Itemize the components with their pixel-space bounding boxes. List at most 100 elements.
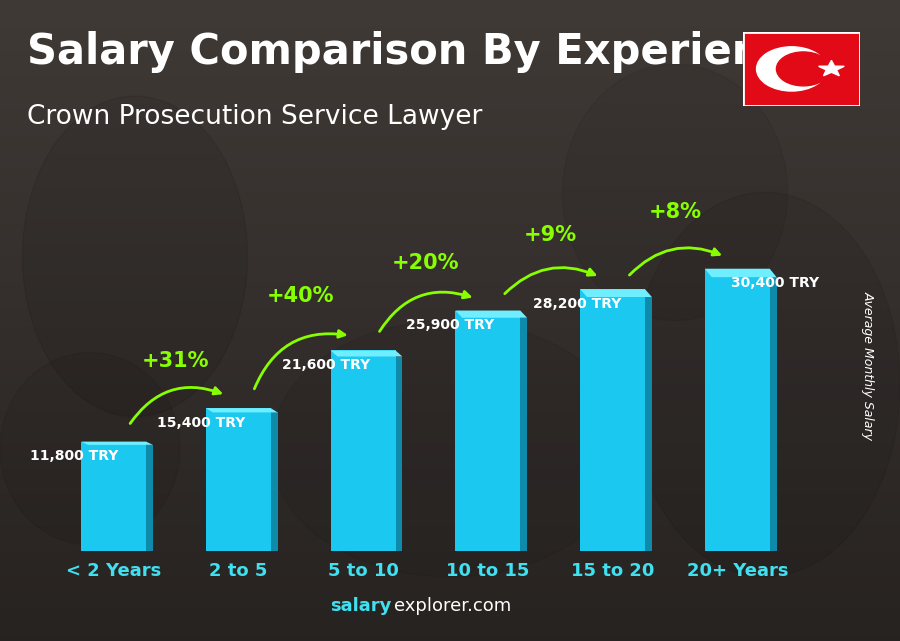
Polygon shape	[770, 277, 777, 551]
Bar	[0, 346, 900, 353]
Bar	[0, 103, 900, 109]
Bar	[81, 442, 146, 551]
Bar	[0, 83, 900, 90]
Circle shape	[757, 47, 827, 91]
Bar	[0, 244, 900, 250]
Bar	[0, 404, 900, 410]
Text: Average Monthly Salary: Average Monthly Salary	[862, 291, 875, 440]
Polygon shape	[455, 310, 527, 318]
Text: +8%: +8%	[648, 202, 701, 222]
Bar	[0, 397, 900, 404]
Bar	[0, 224, 900, 231]
Bar	[705, 269, 770, 551]
Bar	[0, 128, 900, 135]
Text: 11,800 TRY: 11,800 TRY	[30, 449, 118, 463]
Polygon shape	[146, 445, 153, 551]
Ellipse shape	[22, 96, 248, 417]
Bar	[0, 71, 900, 77]
Bar	[0, 442, 900, 449]
Bar	[0, 288, 900, 295]
Bar	[0, 455, 900, 462]
Bar	[0, 167, 900, 173]
Bar	[0, 115, 900, 122]
Text: 30,400 TRY: 30,400 TRY	[731, 276, 819, 290]
Bar	[0, 532, 900, 538]
Bar	[0, 77, 900, 83]
Bar	[0, 545, 900, 551]
Bar	[0, 564, 900, 570]
Bar	[0, 474, 900, 481]
Bar	[0, 218, 900, 224]
Bar	[0, 282, 900, 288]
Bar	[0, 64, 900, 71]
Bar	[330, 351, 395, 551]
Bar	[0, 0, 900, 6]
Text: +31%: +31%	[142, 351, 210, 370]
Bar	[0, 577, 900, 583]
Bar	[0, 19, 900, 26]
Bar	[0, 212, 900, 218]
Polygon shape	[705, 269, 777, 277]
Bar	[0, 263, 900, 269]
Polygon shape	[395, 356, 402, 551]
Bar	[0, 513, 900, 519]
Bar	[0, 506, 900, 513]
Ellipse shape	[562, 64, 788, 321]
Bar	[0, 417, 900, 423]
Bar	[0, 596, 900, 603]
Bar	[0, 558, 900, 564]
Ellipse shape	[270, 320, 630, 577]
Bar	[0, 179, 900, 186]
Bar	[0, 205, 900, 212]
Bar	[0, 526, 900, 532]
Bar	[0, 590, 900, 596]
Bar	[0, 58, 900, 64]
Bar	[0, 391, 900, 397]
Bar	[0, 308, 900, 314]
Bar	[0, 378, 900, 385]
FancyBboxPatch shape	[742, 32, 860, 106]
Bar	[0, 237, 900, 244]
Bar	[0, 199, 900, 205]
Bar	[0, 327, 900, 333]
Bar	[0, 468, 900, 474]
Bar	[0, 538, 900, 545]
Bar	[0, 628, 900, 635]
Bar	[0, 160, 900, 167]
Bar	[0, 13, 900, 19]
Bar	[0, 32, 900, 38]
Text: Salary Comparison By Experience: Salary Comparison By Experience	[27, 31, 814, 73]
Bar	[455, 310, 520, 551]
Text: 28,200 TRY: 28,200 TRY	[534, 297, 622, 311]
Bar	[0, 314, 900, 320]
Bar	[0, 96, 900, 103]
Bar	[0, 359, 900, 365]
Bar	[0, 320, 900, 327]
Bar	[0, 429, 900, 436]
Bar	[0, 122, 900, 128]
Polygon shape	[206, 408, 277, 412]
Bar	[0, 423, 900, 429]
Bar	[0, 45, 900, 51]
Bar	[0, 353, 900, 359]
Text: 15,400 TRY: 15,400 TRY	[157, 415, 245, 429]
Bar	[0, 365, 900, 372]
Polygon shape	[819, 60, 844, 76]
Bar	[0, 295, 900, 301]
Bar	[206, 408, 271, 551]
Bar	[0, 487, 900, 494]
Bar	[0, 372, 900, 378]
Bar	[0, 90, 900, 96]
Bar	[0, 462, 900, 468]
Bar	[0, 135, 900, 141]
Bar	[0, 449, 900, 455]
Bar	[0, 276, 900, 282]
Bar	[0, 186, 900, 192]
Ellipse shape	[630, 192, 900, 577]
Bar	[0, 603, 900, 609]
Text: Crown Prosecution Service Lawyer: Crown Prosecution Service Lawyer	[27, 104, 482, 130]
Ellipse shape	[0, 353, 180, 545]
Bar	[0, 147, 900, 154]
Bar	[0, 333, 900, 340]
Bar	[0, 109, 900, 115]
